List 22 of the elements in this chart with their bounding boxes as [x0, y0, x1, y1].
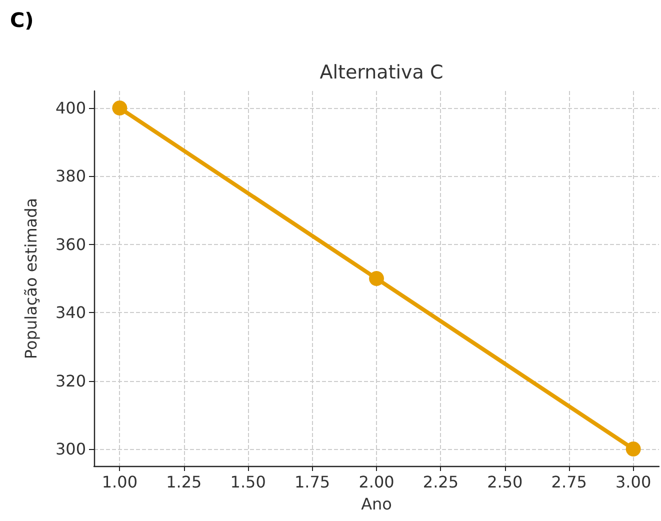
- x-tick-label: 1.00: [102, 472, 138, 492]
- chart-title: Alternativa C: [320, 62, 444, 84]
- x-axis-title: Ano: [361, 494, 392, 514]
- y-tick-label: 300: [55, 439, 86, 458]
- x-tick-label: 1.25: [166, 472, 202, 492]
- x-tick-label: 2.75: [551, 472, 587, 492]
- x-tick-label: 2.00: [358, 472, 394, 492]
- y-tick-label: 360: [55, 234, 86, 254]
- y-tick-label: 400: [55, 98, 86, 118]
- x-tick-label: 2.25: [422, 472, 459, 492]
- y-tick-label: 380: [55, 166, 86, 186]
- y-tick-label: 320: [55, 371, 86, 390]
- y-axis-title: População estimada: [22, 198, 40, 360]
- point: [626, 441, 641, 456]
- x-tick-label: 2.50: [487, 472, 523, 492]
- x-tick-label: 1.50: [230, 472, 266, 492]
- y-tick-label: 340: [55, 303, 86, 322]
- text: C): [10, 8, 34, 32]
- x-tick-label: 3.00: [616, 472, 652, 492]
- x-tick-label: 1.75: [294, 472, 330, 492]
- point: [369, 271, 384, 286]
- point: [112, 100, 128, 116]
